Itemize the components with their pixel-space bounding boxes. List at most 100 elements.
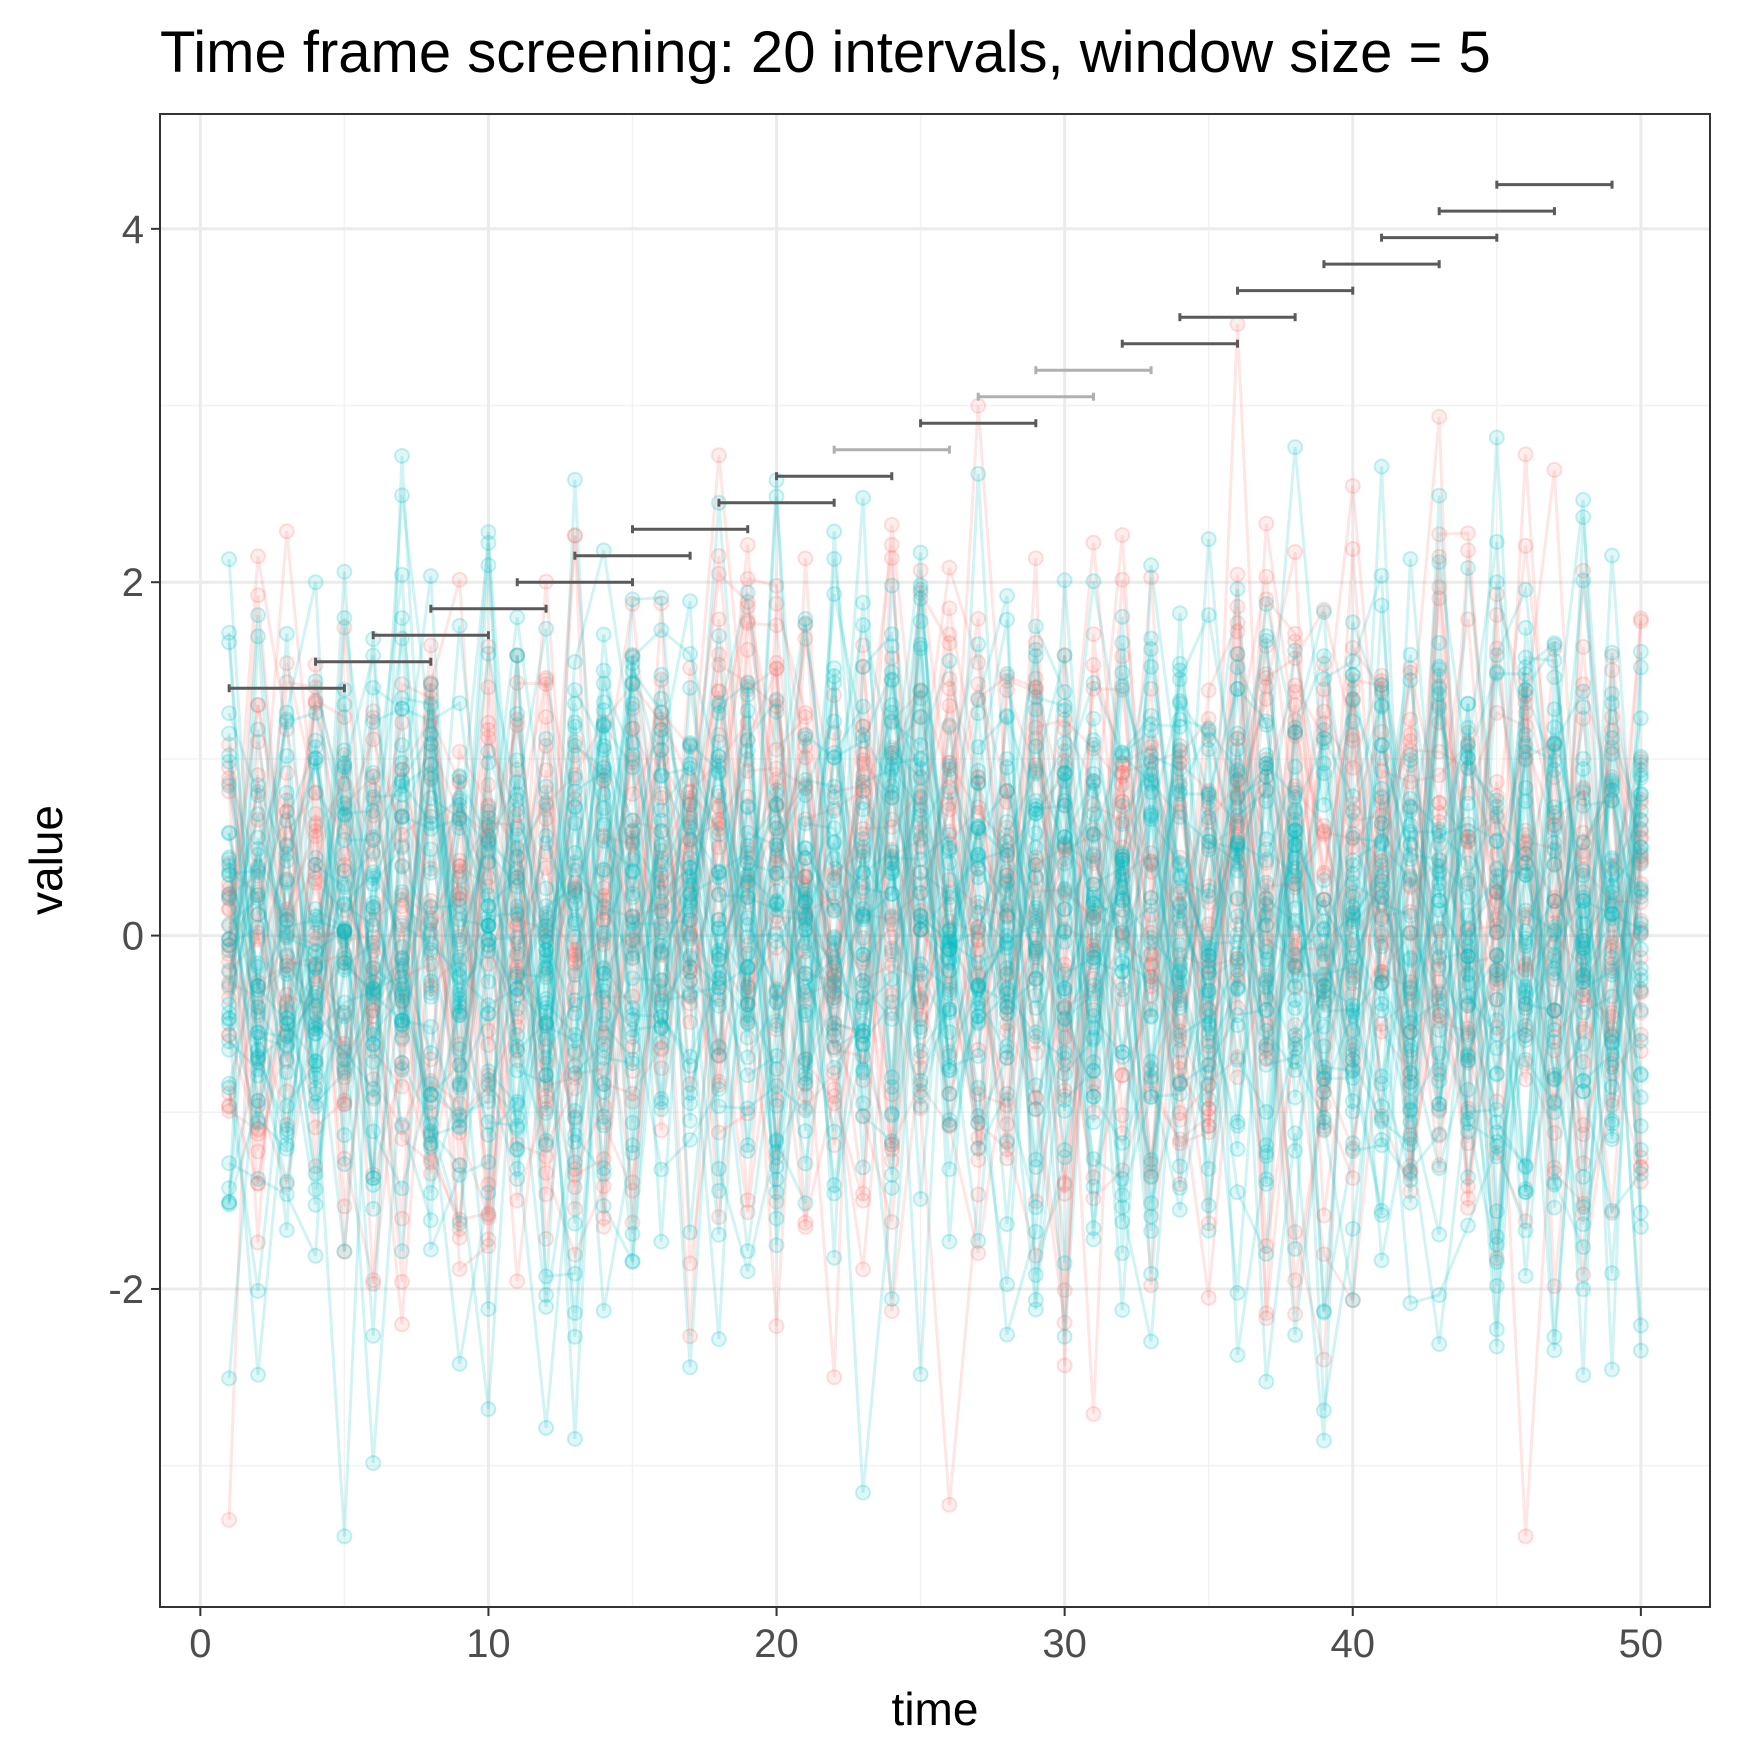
- series-point: [941, 839, 958, 856]
- series-point: [682, 739, 699, 755]
- series-point: [624, 909, 641, 926]
- series-point: [566, 1328, 583, 1345]
- series-point: [941, 985, 958, 1002]
- series-point: [1632, 838, 1649, 855]
- series-point: [1632, 894, 1649, 911]
- series-point: [1632, 1218, 1649, 1235]
- series-point: [422, 815, 439, 832]
- series-point: [278, 1173, 295, 1190]
- series-point: [768, 855, 785, 872]
- series-point: [595, 1197, 612, 1214]
- series-point: [624, 864, 641, 880]
- series-point: [826, 1022, 843, 1039]
- series-point: [682, 973, 699, 990]
- series-point: [768, 939, 785, 956]
- series-point: [1315, 864, 1332, 881]
- series-point: [682, 1328, 699, 1345]
- series-point: [480, 1063, 497, 1080]
- series-point: [1085, 1054, 1102, 1071]
- series-point: [307, 956, 324, 973]
- series-point: [1488, 1066, 1505, 1083]
- series-point: [1171, 662, 1188, 679]
- series-point: [1575, 750, 1592, 767]
- series-point: [1287, 642, 1304, 659]
- series-point: [710, 1331, 727, 1348]
- series-point: [394, 839, 410, 856]
- series-point: [1402, 1194, 1419, 1211]
- series-point: [1431, 487, 1448, 504]
- series-point: [912, 690, 929, 707]
- series-point: [1171, 777, 1188, 794]
- series-point: [1200, 1197, 1217, 1214]
- series-point: [336, 796, 353, 813]
- series-point: [912, 1043, 929, 1059]
- series-point: [566, 471, 583, 488]
- series-point: [1085, 1190, 1102, 1207]
- series-point: [278, 1002, 295, 1018]
- series-point: [624, 695, 641, 712]
- series-point: [422, 568, 439, 584]
- series-point: [1027, 910, 1044, 927]
- series-point: [768, 782, 785, 799]
- series-point: [970, 954, 987, 971]
- series-point: [710, 697, 727, 714]
- series-point: [422, 717, 439, 734]
- series-point: [1431, 667, 1448, 684]
- series-point: [1373, 458, 1390, 475]
- series-point: [336, 609, 353, 626]
- series-point: [883, 577, 900, 594]
- series-point: [1143, 1085, 1160, 1102]
- series-point: [278, 1222, 295, 1239]
- series-point: [970, 762, 987, 779]
- series-point: [1632, 941, 1649, 958]
- series-point: [250, 806, 266, 823]
- series-point: [480, 1401, 497, 1418]
- series-point: [1200, 833, 1217, 850]
- series-point: [1402, 951, 1419, 968]
- series-point: [1056, 1255, 1073, 1272]
- series-point: [797, 811, 814, 828]
- series-point: [1229, 1141, 1246, 1157]
- series-point: [826, 1249, 843, 1266]
- series-point: [1315, 995, 1332, 1012]
- series-point: [826, 901, 843, 918]
- series-point: [1315, 604, 1332, 621]
- series-point: [1604, 695, 1620, 712]
- series-point: [710, 911, 727, 928]
- series-point: [1200, 1289, 1217, 1306]
- series-point: [1575, 562, 1592, 579]
- series-point: [1632, 830, 1649, 847]
- x-tick-label: 30: [1042, 1622, 1087, 1666]
- series-point: [653, 992, 670, 1009]
- series-point: [1460, 1029, 1476, 1046]
- series-point: [739, 702, 756, 719]
- series-point: [1575, 1367, 1592, 1383]
- series-point: [538, 1016, 555, 1032]
- series-point: [365, 995, 382, 1012]
- series-point: [422, 988, 439, 1005]
- y-axis-title: value: [20, 805, 72, 915]
- series-point: [595, 827, 612, 844]
- series-point: [739, 838, 756, 854]
- series-point: [1229, 945, 1246, 962]
- series-point: [653, 1161, 670, 1178]
- series-point: [566, 946, 583, 963]
- series-point: [538, 1164, 555, 1181]
- series-point: [912, 1191, 929, 1207]
- series-point: [1344, 852, 1361, 869]
- series-point: [768, 703, 785, 720]
- series-point: [1373, 736, 1390, 753]
- series-point: [1258, 1056, 1275, 1073]
- series-point: [365, 1053, 382, 1070]
- series-point: [1056, 698, 1073, 714]
- series-point: [250, 777, 266, 794]
- series-point: [883, 550, 900, 567]
- series-point: [768, 819, 785, 836]
- series-point: [1143, 1070, 1160, 1087]
- series-point: [999, 611, 1015, 628]
- series-point: [1431, 985, 1448, 1002]
- series-point: [1632, 967, 1649, 984]
- series-line: [227, 595, 1643, 1275]
- series-point: [1546, 856, 1563, 873]
- series-point: [797, 1155, 814, 1172]
